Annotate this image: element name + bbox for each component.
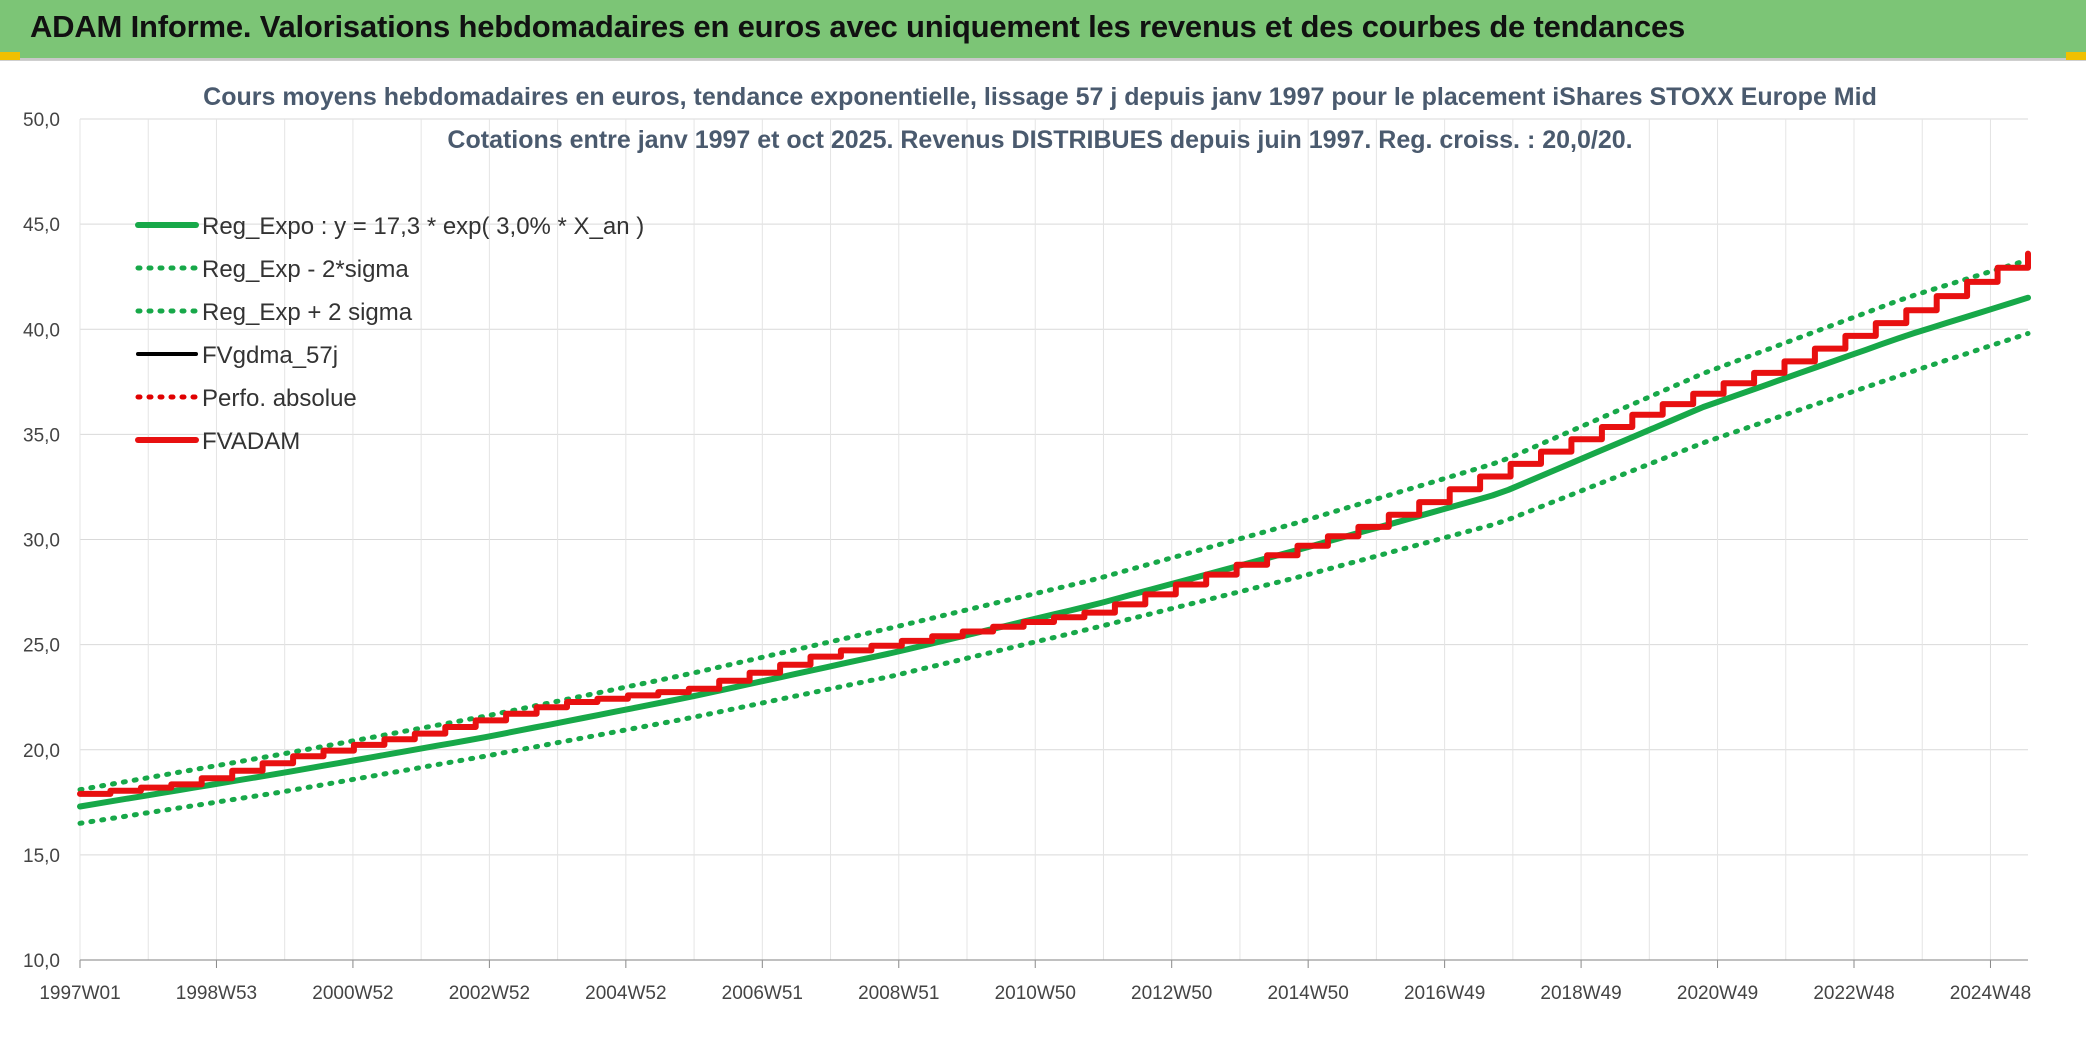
x-tick-label: 2020W49: [1677, 983, 1758, 1004]
x-tick-label: 2018W49: [1540, 983, 1621, 1004]
y-tick-label: 25,0: [23, 636, 60, 657]
legend: Reg_Expo : y = 17,3 * exp( 3,0% * X_an )…: [135, 213, 644, 455]
x-tick-label: 2004W52: [585, 983, 666, 1004]
x-tick-label: 1997W01: [39, 983, 120, 1004]
legend-label: Perfo. absolue: [202, 385, 357, 412]
y-tick-label: 50,0: [23, 110, 60, 131]
legend-label: Reg_Exp - 2*sigma: [202, 256, 409, 283]
series-lines: [77, 250, 2031, 826]
x-tick-label: 2024W48: [1950, 983, 2031, 1004]
x-tick-label: 2016W49: [1404, 983, 1485, 1004]
x-tick-label: 2014W50: [1267, 983, 1348, 1004]
corner-mark-left: [0, 52, 20, 60]
x-tick-label: 2002W52: [449, 983, 530, 1004]
chart-subtitle: Cotations entre janv 1997 et oct 2025. R…: [447, 126, 1632, 154]
trend-chart: 10,0 15,0 20,0 25,0 30,0 35,0 40,0 45,0 50,0 1997…: [23, 83, 2031, 1004]
y-tick-label: 30,0: [23, 531, 60, 552]
legend-label: Reg_Expo : y = 17,3 * exp( 3,0% * X_an ): [202, 213, 644, 240]
series-line-1: [77, 331, 2031, 826]
x-tick-label: 2008W51: [858, 983, 939, 1004]
chart-title: Cours moyens hebdomadaires en euros, ten…: [203, 83, 1877, 111]
series-line-3: [78, 252, 2030, 796]
y-tick-label: 15,0: [23, 846, 60, 867]
grid-lines: [79, 118, 2028, 961]
report-title: ADAM Informe. Valorisations hebdomadaire…: [30, 9, 1686, 44]
report-banner: ADAM Informe. Valorisations hebdomadaire…: [0, 0, 2086, 60]
y-tick-label: 45,0: [23, 215, 60, 236]
x-tick-label: 2010W50: [995, 983, 1076, 1004]
x-tick-label: 2022W48: [1813, 983, 1894, 1004]
x-tick-label: 2000W52: [312, 983, 393, 1004]
x-tick-label: 2012W50: [1131, 983, 1212, 1004]
series-line-4: [77, 250, 2031, 797]
y-tick-label: 40,0: [23, 320, 60, 341]
chart-area: 10,0 15,0 20,0 25,0 30,0 35,0 40,0 45,0 50,0 1997…: [0, 60, 2086, 1038]
legend-label: Reg_Exp + 2 sigma: [202, 299, 413, 326]
legend-label: FVADAM: [202, 428, 300, 455]
axes: 10,0 15,0 20,0 25,0 30,0 35,0 40,0 45,0 50,0 1997…: [23, 110, 2031, 1004]
series-line-2: [77, 257, 2031, 793]
legend-label: FVgdma_57j: [202, 342, 338, 369]
y-tick-label: 35,0: [23, 425, 60, 446]
x-tick-label: 2006W51: [722, 983, 803, 1004]
y-tick-label: 10,0: [23, 951, 60, 972]
series-line-0: [77, 294, 2031, 810]
corner-mark-right: [2066, 52, 2086, 60]
x-tick-label: 1998W53: [176, 983, 257, 1004]
y-tick-label: 20,0: [23, 741, 60, 762]
